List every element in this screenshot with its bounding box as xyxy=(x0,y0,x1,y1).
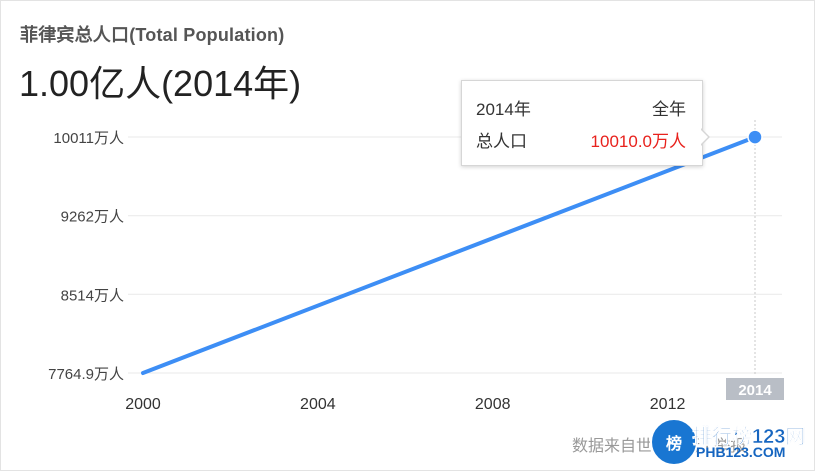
data-tooltip: 2014年 全年 总人口 10010.0万人 xyxy=(461,80,703,166)
x-tick-label: 2012 xyxy=(650,396,686,413)
tooltip-arrow-fill xyxy=(700,129,708,145)
watermark-badge: 榜 xyxy=(650,418,698,466)
chart-title: 菲律宾总人口(Total Population) xyxy=(20,25,285,45)
data-point xyxy=(747,129,763,145)
watermark-main: 排行榜123网 xyxy=(692,426,806,449)
tooltip-value: 10010.0万人 xyxy=(590,132,686,151)
watermark-logo: 榜 排行榜123网 PHB123.COM xyxy=(650,418,810,466)
y-tick-label: 8514万人 xyxy=(61,287,124,304)
series-line xyxy=(141,135,757,375)
x-tick-label: 2004 xyxy=(300,396,336,413)
y-tick-label: 9262万人 xyxy=(61,209,124,226)
headline-value: 1.00亿人(2014年) xyxy=(19,63,302,104)
x-tick-highlight xyxy=(726,378,784,400)
x-tick-label: 2000 xyxy=(125,396,161,413)
y-tick-label: 7764.9万人 xyxy=(48,366,124,383)
watermark-sub: PHB123.COM xyxy=(696,444,786,460)
tooltip-period: 全年 xyxy=(652,100,686,119)
tooltip-metric: 总人口 xyxy=(476,132,527,151)
x-tick-label: 2008 xyxy=(475,396,511,413)
y-tick-label: 10011万人 xyxy=(53,130,124,147)
x-tick-label: 2014 xyxy=(738,382,772,399)
tooltip-year: 2014年 xyxy=(476,100,531,119)
